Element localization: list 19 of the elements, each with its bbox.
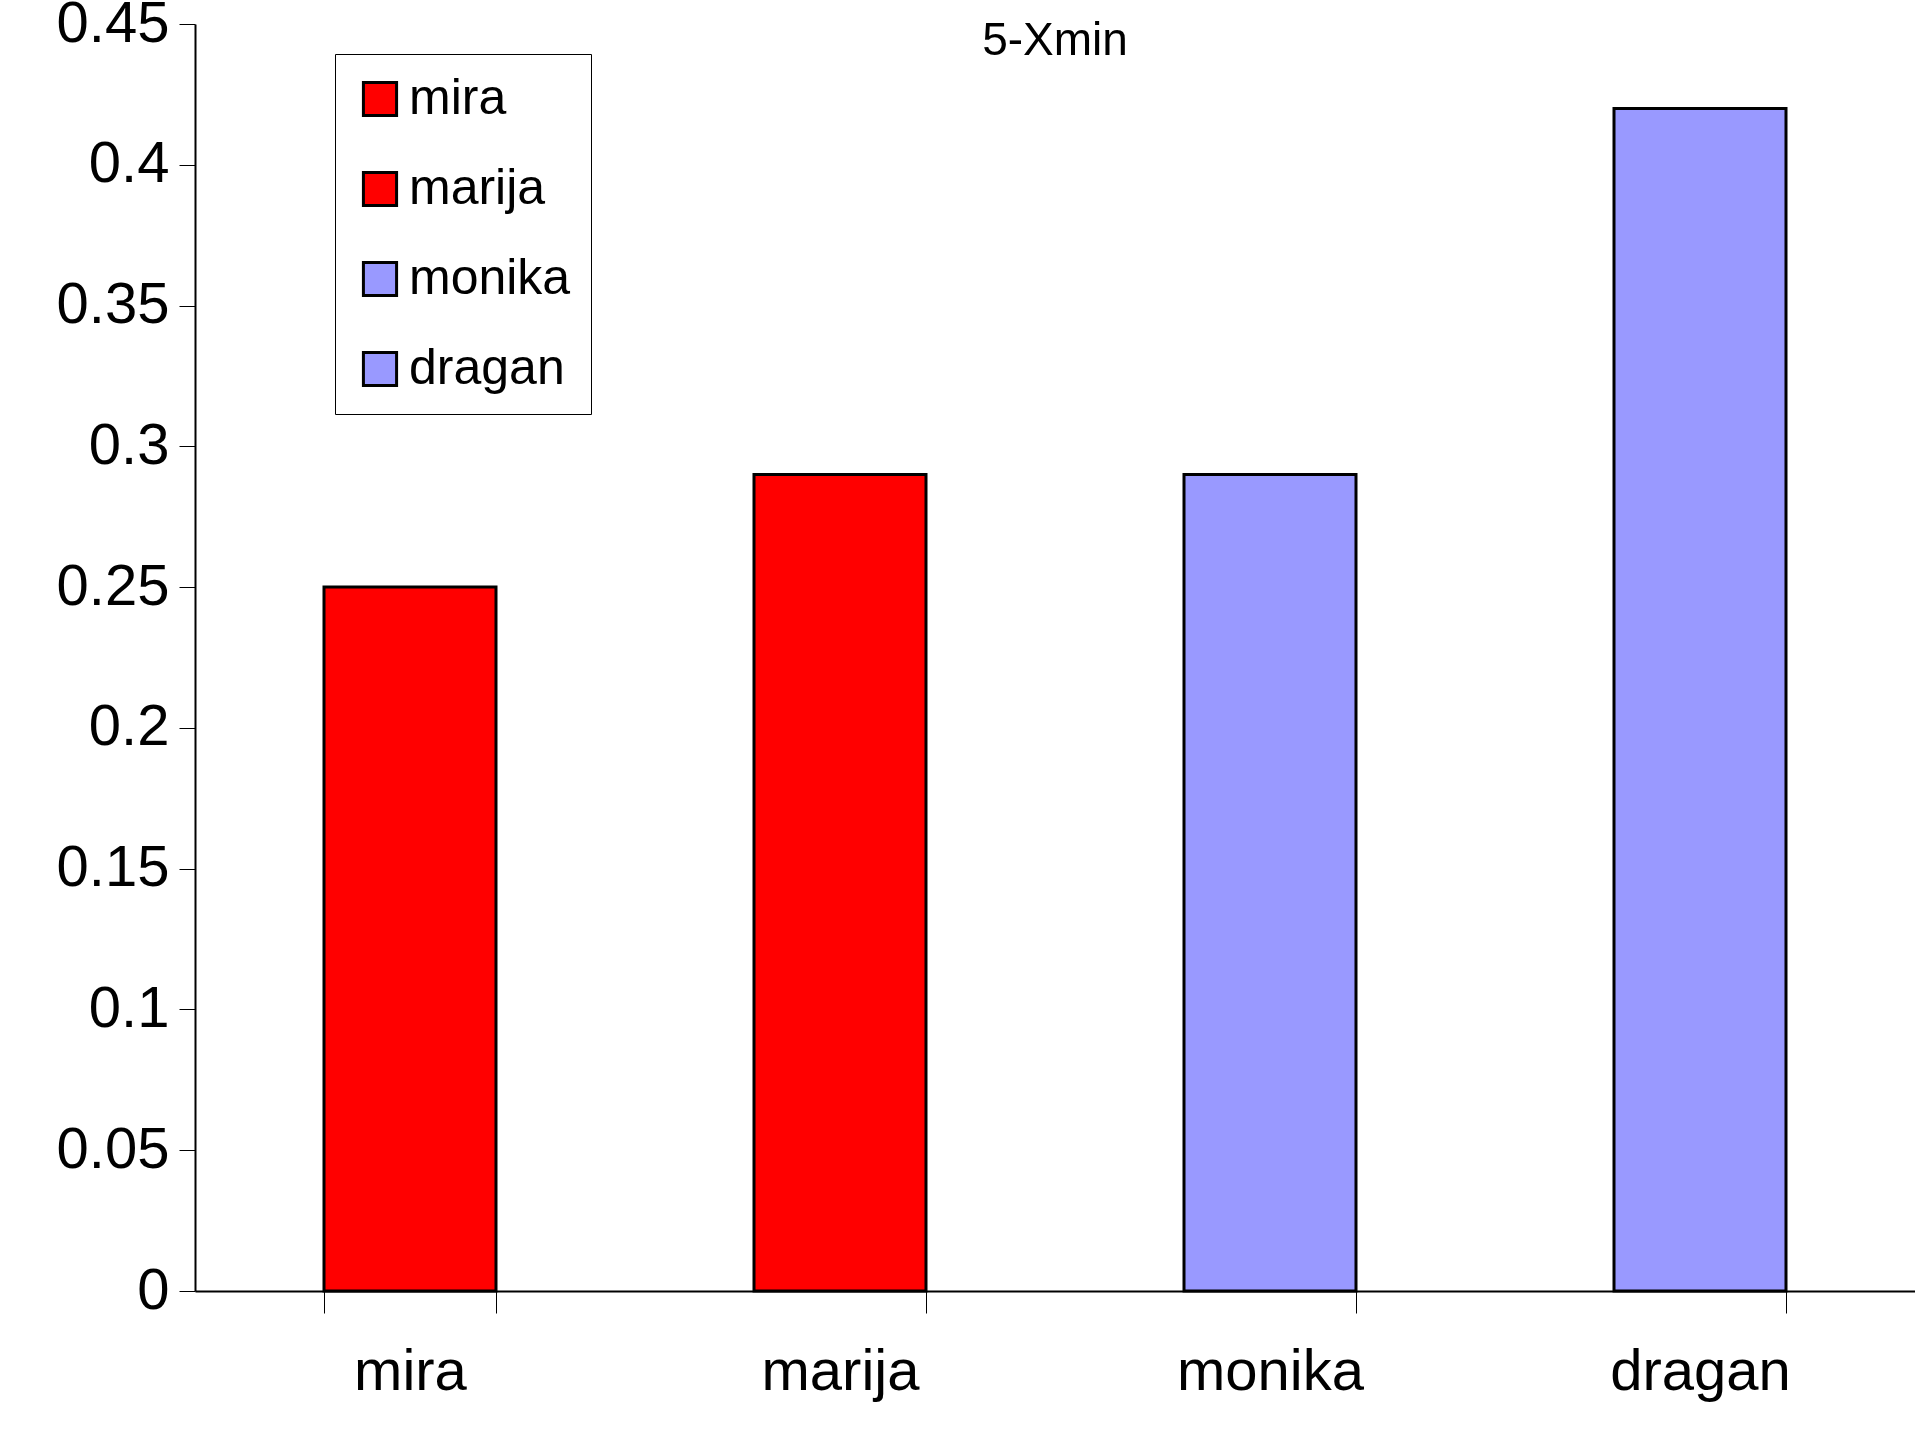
legend-label: mira <box>409 69 507 125</box>
x-tick-label: marija <box>761 1336 921 1402</box>
legend-label: marija <box>409 159 546 215</box>
y-tick-label: 0.3 <box>88 410 170 476</box>
y-tick-label: 0 <box>137 1255 170 1321</box>
legend-label: dragan <box>409 339 565 395</box>
y-tick-label: 0.4 <box>88 129 170 195</box>
y-tick-label: 0.1 <box>88 973 170 1039</box>
y-tick-label: 0.2 <box>88 692 170 758</box>
y-tick-label: 0.45 <box>56 0 170 54</box>
chart-title: 5-Xmin <box>982 13 1128 65</box>
y-tick-label: 0.35 <box>56 270 170 336</box>
y-tick-label: 0.25 <box>56 551 170 617</box>
x-tick-label: mira <box>354 1336 468 1402</box>
y-tick-label: 0.15 <box>56 833 170 899</box>
x-tick-label: monika <box>1177 1336 1365 1402</box>
y-tick-label: 0.05 <box>56 1114 170 1180</box>
x-tick-label: dragan <box>1610 1336 1791 1402</box>
legend-label: monika <box>409 249 571 305</box>
